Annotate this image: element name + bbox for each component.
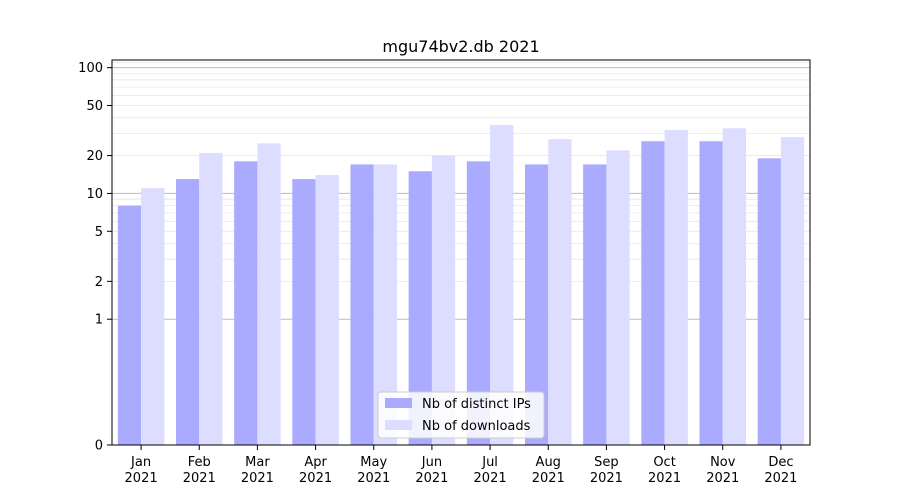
x-tick-label-jan: Jan [130,455,151,470]
plot-frame [111,59,811,446]
bar-distinct-ips-feb [175,179,200,445]
bar-downloads-nov [722,128,747,446]
bar-distinct-ips-sep [583,164,607,445]
bar-downloads-jan [141,188,165,445]
x-tick-sublabel: 2021 [706,471,739,486]
x-tick-label-aug: Aug [536,455,561,470]
x-tick-sublabel: 2021 [764,471,797,486]
bar-downloads-sep [606,150,630,445]
x-tick-sublabel: 2021 [590,471,623,486]
x-tick-sublabel: 2021 [241,471,274,486]
bar-downloads-mar [257,143,281,445]
bar-distinct-ips-jan [117,205,142,445]
x-tick-label-apr: Apr [304,455,327,470]
bar-downloads-apr [315,175,339,446]
bar-distinct-ips-mar [234,161,258,445]
bar-downloads-may [373,164,398,445]
bar-distinct-ips-jun [408,171,432,445]
x-tick-sublabel: 2021 [648,471,681,486]
y-axis: 0 1 2 5 10 20 50 100 [78,61,112,454]
legend-swatch-distinct-ips [385,398,412,408]
chart-title: mgu74bv2.db 2021 [382,37,539,56]
x-tick-sublabel: 2021 [299,471,332,486]
legend: Nb of distinct IPs Nb of downloads [377,391,545,439]
y-tick-label: 20 [86,149,103,164]
x-tick-label-jun: Jun [421,455,442,470]
y-tick-label: 2 [95,275,103,290]
x-axis: Jan2021Feb2021Mar2021Apr2021May2021Jun20… [125,445,797,486]
x-tick-sublabel: 2021 [415,471,448,486]
y-tick-label: 1 [95,313,103,328]
legend-label-downloads: Nb of downloads [422,419,531,434]
bar-distinct-ips-jul [466,161,491,445]
bar-distinct-ips-nov [699,141,723,445]
x-tick-sublabel: 2021 [532,471,565,486]
y-tick-label: 50 [86,99,103,114]
bar-downloads-aug [548,139,572,445]
grid-lines [112,62,810,320]
legend-box [377,391,545,439]
x-tick-sublabel: 2021 [357,471,390,486]
bar-distinct-ips-may [350,164,374,445]
x-tick-label-mar: Mar [245,455,270,470]
bar-downloads-oct [664,129,688,446]
x-tick-sublabel: 2021 [183,471,216,486]
bar-distinct-ips-apr [292,179,316,445]
x-tick-label-may: May [360,455,387,470]
bar-downloads-feb [199,152,223,445]
bar-downloads-jul [490,124,514,445]
y-tick-label: 5 [95,225,103,240]
x-tick-label-oct: Oct [653,455,675,470]
bar-downloads-dec [780,137,805,445]
bar-distinct-ips-dec [757,158,781,445]
x-tick-label-feb: Feb [188,455,211,470]
bar-distinct-ips-aug [524,164,549,445]
y-tick-label: 0 [95,439,103,454]
x-tick-label-nov: Nov [710,455,736,470]
x-tick-label-dec: Dec [768,455,793,470]
x-tick-sublabel: 2021 [474,471,507,486]
x-tick-label-sep: Sep [594,455,619,470]
y-tick-label: 100 [78,61,103,76]
bar-downloads-jun [431,155,456,446]
y-tick-label: 10 [86,187,103,202]
bars [117,124,805,446]
legend-label-distinct-ips: Nb of distinct IPs [422,397,531,412]
bar-distinct-ips-oct [641,141,665,445]
x-tick-label-jul: Jul [481,455,498,470]
legend-swatch-downloads [385,420,412,430]
x-tick-sublabel: 2021 [125,471,158,486]
